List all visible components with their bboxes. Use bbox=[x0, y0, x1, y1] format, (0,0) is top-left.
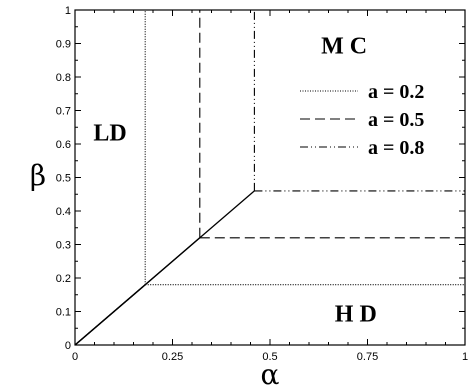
series-3-boundary-line bbox=[74, 190, 255, 346]
y-tick-label: 0 bbox=[65, 340, 71, 352]
y-tick-label: 1 bbox=[65, 5, 71, 17]
legend: a = 0.2 a = 0.5 a = 0.8 bbox=[300, 81, 424, 159]
region-label: H D bbox=[335, 302, 377, 328]
plot-frame bbox=[74, 9, 466, 346]
legend-label: a = 0.2 bbox=[368, 81, 424, 103]
y-axis-label: β bbox=[30, 159, 46, 192]
x-tick-label: 0.5 bbox=[262, 351, 277, 363]
y-tick-label: 0.9 bbox=[56, 39, 71, 51]
x-tick-label: 0.75 bbox=[357, 351, 378, 363]
y-tick-label: 0.1 bbox=[56, 307, 71, 319]
legend-label: a = 0.5 bbox=[368, 109, 424, 131]
y-tick-label: 0.7 bbox=[56, 106, 71, 118]
region-label: LD bbox=[93, 121, 126, 147]
region-label-layer: LD M C H D bbox=[93, 34, 376, 328]
y-tick-label: 0.3 bbox=[56, 240, 71, 252]
legend-label: a = 0.8 bbox=[368, 137, 424, 159]
y-tick-label: 0.5 bbox=[56, 173, 71, 185]
series-3 bbox=[74, 10, 465, 346]
tick-layer: 0 0.25 0.5 0.75 1 0 0.1 0.2 0.3 0.4 0.5 0.6 0.7 0.8 0.… bbox=[56, 5, 468, 363]
x-tick-label: 0 bbox=[72, 351, 78, 363]
y-tick-label: 0.6 bbox=[56, 139, 71, 151]
series-layer bbox=[74, 10, 465, 346]
y-tick-label: 0.8 bbox=[56, 72, 71, 84]
x-tick-label: 1 bbox=[462, 351, 468, 363]
x-tick-label: 0.25 bbox=[162, 351, 183, 363]
x-axis-label: α bbox=[261, 358, 280, 390]
y-tick-label: 0.2 bbox=[56, 273, 71, 285]
y-tick-label: 0.4 bbox=[56, 206, 71, 218]
region-label: M C bbox=[321, 34, 367, 60]
